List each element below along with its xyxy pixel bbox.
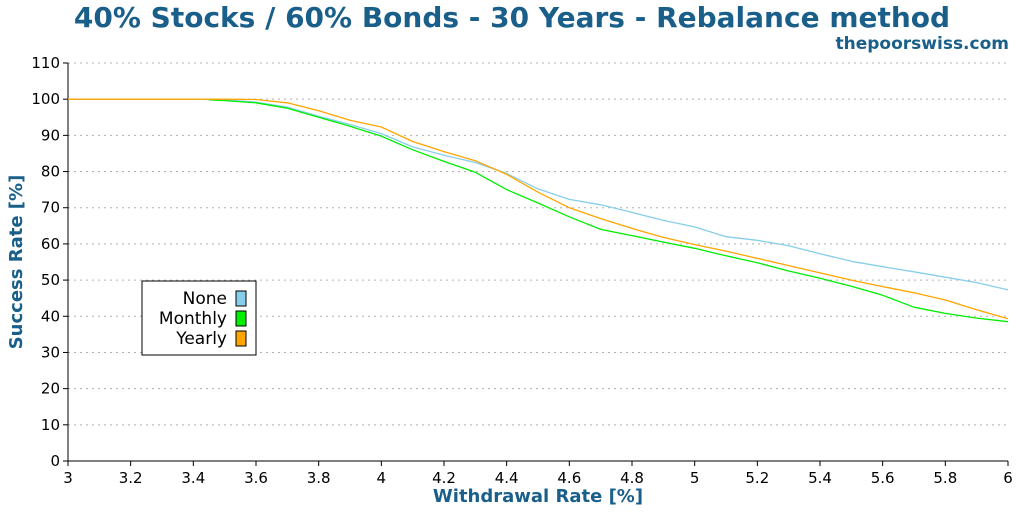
legend-label-none: None [183, 289, 227, 309]
series-line-yearly [68, 98, 1009, 320]
y-tick-label: 30 [41, 343, 60, 361]
chart-title: 40% Stocks / 60% Bonds - 30 Years - Reba… [74, 1, 950, 34]
grid-layer [68, 62, 1008, 426]
x-tick-label: 4.6 [557, 469, 581, 487]
y-tick-label: 0 [50, 452, 60, 470]
legend-label-yearly: Yearly [175, 329, 227, 349]
x-tick-label: 4.4 [495, 469, 519, 487]
y-tick-label: 20 [41, 380, 60, 398]
axis-layer: 0 10 20 30 40 50 60 70 80 90 100 110 3 3.2 3.4 3.6 3.8 4 4… [31, 54, 1012, 487]
x-tick-label: 5.4 [808, 469, 832, 487]
x-tick-label: 5 [690, 469, 700, 487]
x-tick-label: 4 [377, 469, 387, 487]
x-tick-label: 3.8 [307, 469, 331, 487]
x-tick-label: 3.2 [119, 469, 143, 487]
x-tick-label: 4.8 [620, 469, 644, 487]
legend-swatch-yearly [235, 330, 247, 347]
y-tick-label: 110 [31, 54, 60, 72]
y-tick-label: 40 [41, 307, 60, 325]
y-tick-label: 50 [41, 271, 60, 289]
x-tick-label: 5.2 [745, 469, 769, 487]
x-tick-label: 3.6 [244, 469, 268, 487]
y-tick-label: 100 [31, 90, 60, 108]
legend-label-monthly: Monthly [159, 309, 227, 329]
series-line-monthly [208, 99, 1009, 323]
y-tick-label: 10 [41, 416, 60, 434]
site-name: thepoorswiss.com [836, 34, 1010, 54]
x-axis-label: Withdrawal Rate [%] [433, 486, 643, 507]
y-tick-label: 80 [41, 163, 60, 181]
x-tick-label: 3.4 [181, 469, 205, 487]
legend-swatch-none [235, 290, 247, 307]
legend-swatch-monthly [235, 310, 247, 327]
series-line-none [68, 98, 1009, 291]
x-tick-label: 4.2 [432, 469, 456, 487]
y-tick-label: 60 [41, 235, 60, 253]
x-tick-label: 5.8 [933, 469, 957, 487]
series-layer [68, 98, 1009, 323]
y-axis-label: Success Rate [%] [6, 175, 27, 350]
x-tick-label: 5.6 [871, 469, 895, 487]
x-tick-label: 3 [63, 469, 73, 487]
x-tick-label: 6 [1003, 469, 1013, 487]
y-tick-label: 90 [41, 126, 60, 144]
y-tick-label: 70 [41, 199, 60, 217]
